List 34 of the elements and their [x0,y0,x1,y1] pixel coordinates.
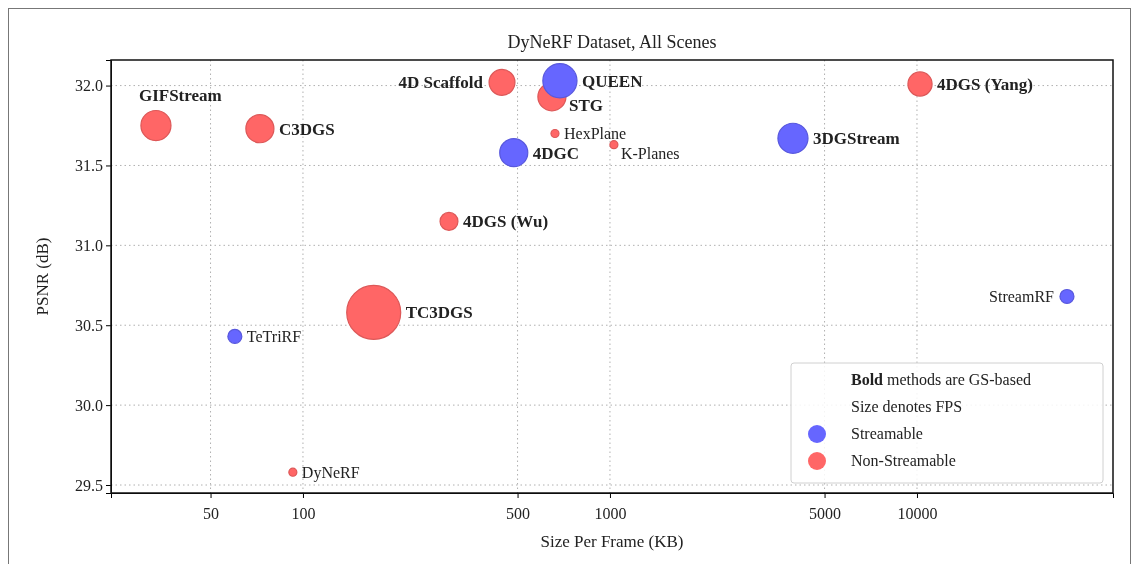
annotation: TeTriRF [246,328,302,346]
annotation: StreamRF [989,288,1055,306]
x-axis-title: Size Per Frame (KB) [540,532,684,551]
x-tick-label: 5000 [809,504,842,522]
x-tick-label: 100 [291,504,316,522]
annotation: K-Planes [620,144,680,162]
y-tick-label: 32.0 [75,77,103,95]
legend-label: Non-Streamable [851,452,956,469]
y-tick-label: 30.5 [75,316,103,334]
annotation: Bold methods are GS-based [851,371,1031,388]
annotation: 4DGS (Wu) [462,212,549,232]
x-tick-label: 1000 [594,504,627,522]
x-tick-label: 50 [203,504,220,522]
annotation: C3DGS [278,119,335,139]
y-tick-label: 31.0 [75,236,103,254]
y-axis-title: PSNR (dB) [33,237,52,316]
annotation: TC3DGS [405,303,473,323]
annotation: GIFStream [138,86,222,106]
annotation: QUEEN [581,71,644,91]
chart-title: DyNeRF Dataset, All Scenes [507,32,717,52]
annotation: 4D Scaffold [398,73,484,93]
annotation: 4DGS (Yang) [937,74,1033,94]
y-tick-label: 29.5 [75,476,103,494]
annotation: Size denotes FPS [851,398,963,415]
y-tick-label: 30.0 [75,396,103,414]
annotation: HexPlane [563,125,627,143]
legend-label: Streamable [851,425,923,442]
annotation: 3DGStream [812,129,900,149]
annotation: DyNeRF [301,464,360,483]
x-tick-label: 10000 [897,504,938,522]
y-tick-label: 31.5 [75,157,103,175]
annotation: STG [568,95,603,115]
x-tick-label: 500 [506,504,531,522]
annotation: 4DGC [532,143,580,163]
